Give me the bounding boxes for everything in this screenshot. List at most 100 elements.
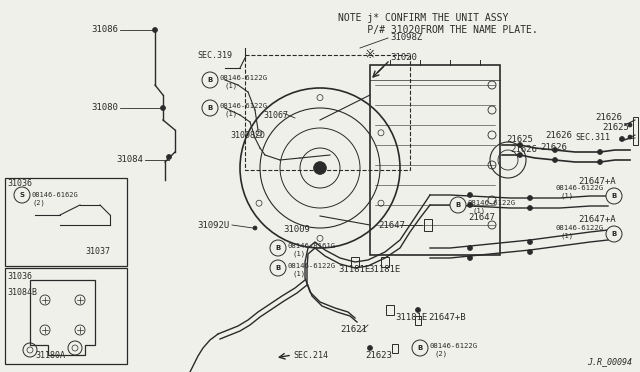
Circle shape [606, 226, 622, 242]
Circle shape [620, 137, 625, 141]
Text: B: B [611, 193, 616, 199]
Text: 31180A: 31180A [35, 352, 65, 360]
Text: NOTE j* CONFIRM THE UNIT ASSY: NOTE j* CONFIRM THE UNIT ASSY [338, 13, 508, 23]
Circle shape [415, 308, 420, 312]
Text: (1): (1) [560, 193, 573, 199]
Text: 31084B: 31084B [7, 288, 37, 297]
Circle shape [467, 246, 472, 250]
Text: 08146-6122G: 08146-6122G [288, 263, 336, 269]
Circle shape [606, 188, 622, 204]
Text: 21626: 21626 [510, 145, 537, 154]
Circle shape [467, 192, 472, 198]
Text: 31009: 31009 [283, 225, 310, 234]
Text: (1): (1) [473, 208, 486, 214]
Text: SEC.311: SEC.311 [575, 134, 610, 142]
Text: 21626: 21626 [595, 113, 622, 122]
Circle shape [527, 250, 532, 254]
Circle shape [552, 157, 557, 163]
Text: SEC.214: SEC.214 [293, 350, 328, 359]
Text: 31086: 31086 [91, 26, 118, 35]
Circle shape [628, 123, 632, 127]
Circle shape [161, 106, 166, 110]
Text: B: B [611, 231, 616, 237]
Circle shape [367, 346, 372, 350]
Circle shape [270, 260, 286, 276]
Text: 08146-6122G: 08146-6122G [220, 103, 268, 109]
Circle shape [527, 240, 532, 244]
Text: 21625: 21625 [602, 124, 629, 132]
Text: 31084: 31084 [116, 155, 143, 164]
Text: 31036: 31036 [7, 179, 32, 187]
Text: 31098ZD: 31098ZD [230, 131, 265, 140]
Bar [5, 268, 127, 364]
Text: 08146-6122G: 08146-6122G [430, 343, 478, 349]
Text: B: B [275, 245, 280, 251]
Text: 21647+A: 21647+A [578, 215, 616, 224]
Bar [392, 343, 398, 353]
Circle shape [202, 72, 218, 88]
Text: 21647: 21647 [378, 221, 405, 230]
Text: 31181E: 31181E [368, 266, 400, 275]
Text: (1): (1) [293, 251, 306, 257]
Circle shape [314, 161, 326, 174]
Circle shape [42, 212, 47, 218]
Text: 31181E: 31181E [338, 266, 371, 275]
Text: 08146-6122G: 08146-6122G [468, 200, 516, 206]
Text: S: S [19, 192, 24, 198]
Circle shape [598, 160, 602, 164]
Circle shape [518, 153, 522, 157]
Text: (1): (1) [560, 233, 573, 239]
Text: 21626: 21626 [540, 144, 567, 153]
Bar [386, 305, 394, 315]
Circle shape [598, 150, 602, 154]
Bar [633, 117, 638, 145]
Text: 21621: 21621 [340, 326, 367, 334]
Text: (1): (1) [225, 83, 238, 89]
Text: B: B [207, 77, 212, 83]
Text: 31092U: 31092U [198, 221, 230, 230]
Text: 31037: 31037 [85, 247, 110, 257]
Circle shape [14, 187, 30, 203]
Text: ※: ※ [365, 48, 375, 61]
Text: 21647: 21647 [468, 214, 495, 222]
Text: 31181E: 31181E [395, 314, 428, 323]
Bar [245, 55, 410, 170]
Text: 21626: 21626 [545, 131, 572, 140]
Text: 31080: 31080 [91, 103, 118, 112]
Text: 08146-8161G: 08146-8161G [288, 243, 336, 249]
Text: B: B [417, 345, 422, 351]
Circle shape [518, 142, 522, 148]
Text: 21623: 21623 [365, 350, 392, 359]
Text: 21625: 21625 [506, 135, 533, 144]
Circle shape [253, 226, 257, 230]
Bar [370, 65, 500, 255]
Text: (1): (1) [225, 111, 238, 117]
Text: B: B [275, 265, 280, 271]
Text: 08146-6122G: 08146-6122G [220, 75, 268, 81]
Text: J.R_00094: J.R_00094 [587, 357, 632, 366]
Text: 08146-6122G: 08146-6122G [556, 185, 604, 191]
Bar [381, 257, 389, 267]
Circle shape [527, 196, 532, 201]
Bar [5, 178, 127, 266]
Text: 31067: 31067 [263, 110, 288, 119]
Text: 08146-6162G: 08146-6162G [32, 192, 79, 198]
Circle shape [202, 100, 218, 116]
Text: B: B [207, 105, 212, 111]
Text: P/# 31020FROM THE NAME PLATE.: P/# 31020FROM THE NAME PLATE. [338, 25, 538, 35]
Circle shape [527, 205, 532, 211]
Bar [351, 257, 359, 267]
Bar [415, 315, 421, 324]
Circle shape [450, 197, 466, 213]
Circle shape [628, 135, 632, 139]
Text: (1): (1) [293, 271, 306, 277]
Text: 08146-6122G: 08146-6122G [556, 225, 604, 231]
Circle shape [467, 202, 472, 208]
Text: 31020: 31020 [390, 54, 417, 62]
Circle shape [467, 256, 472, 260]
Text: (2): (2) [435, 351, 448, 357]
Circle shape [166, 154, 172, 160]
Text: B: B [456, 202, 461, 208]
Text: SEC.319: SEC.319 [198, 51, 232, 60]
Circle shape [412, 340, 428, 356]
